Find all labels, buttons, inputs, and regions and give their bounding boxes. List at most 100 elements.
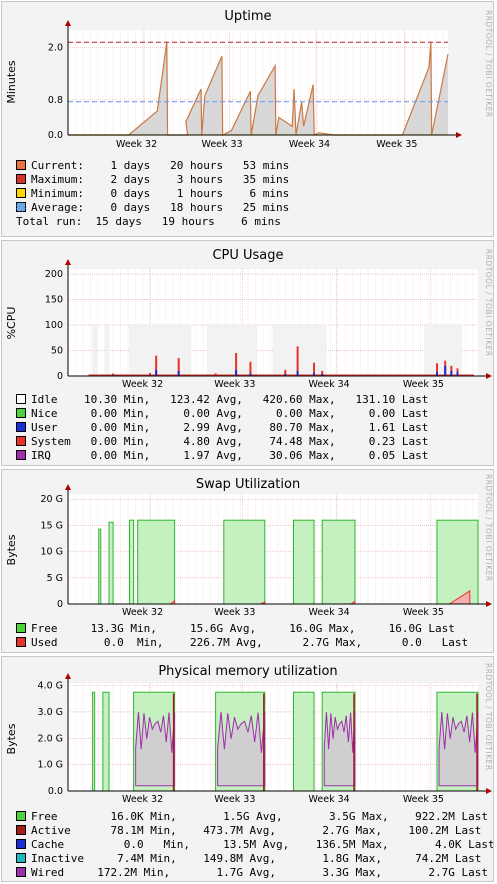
system-spike <box>296 346 299 376</box>
legend-swatch <box>16 637 26 647</box>
legend-stats: 13.3G Min, 15.6G Avg, 16.0G Max, 16.0G L… <box>64 622 455 635</box>
y-tick-label: 2.0 G <box>38 733 64 744</box>
legend-row: Maximum: 2 days 3 hours 35 mins <box>16 173 289 187</box>
system-spike <box>155 355 158 376</box>
legend-swatch <box>16 623 26 633</box>
x-tick-label: Week 35 <box>403 794 444 805</box>
legend-stats: 0.0 Min, 13.5M Avg, 136.5M Max, 4.0K Las… <box>70 838 494 851</box>
legend-label: User <box>31 421 65 434</box>
legend-row: Cache 0.0 Min, 13.5M Avg, 136.5M Max, 4.… <box>16 838 494 852</box>
y-axis-label: Bytes <box>5 534 18 565</box>
watermark-text: RRDTOOL / TOBI OETIKER <box>484 10 493 118</box>
legend-swatch <box>16 853 26 863</box>
free-area <box>137 519 176 605</box>
chart-title: Physical memory utilization <box>158 664 337 679</box>
x-axis-arrow <box>486 788 492 794</box>
plot-area <box>68 494 478 604</box>
free-area <box>102 691 110 792</box>
legend-swatch <box>16 436 26 446</box>
legend-swatch <box>16 394 26 404</box>
legend-label: Minimum: <box>31 187 111 200</box>
wired-area <box>323 711 356 787</box>
free-area <box>98 528 102 605</box>
legend-label: Total run: <box>16 215 96 228</box>
legend-swatch <box>16 188 26 198</box>
legend-label: Free <box>31 622 65 635</box>
system-spike <box>313 362 315 376</box>
legend-row: Idle 10.30 Min, 123.42 Avg, 420.60 Max, … <box>16 393 428 407</box>
legend-label: Active <box>31 824 78 837</box>
physical-memory-chart: Physical memory utilization Bytes RRDTOOL … <box>5 663 493 805</box>
legend-stats: 78.1M Min, 473.7M Avg, 2.7G Max, 100.2M … <box>77 824 482 837</box>
watermark-text: RRDTOOL / TOBI OETIKER <box>484 663 493 771</box>
user-spike <box>112 374 115 376</box>
legend-swatch <box>16 839 26 849</box>
y-tick-label: 0.8 <box>48 95 63 106</box>
user-spike <box>296 370 299 376</box>
physical-memory-panel: Physical memory utilization Bytes RRDTOOL … <box>1 656 494 882</box>
free-area <box>436 519 479 605</box>
legend-stats: 16.0K Min, 1.5G Avg, 3.5G Max, 922.2M La… <box>64 810 488 823</box>
idle-band <box>129 324 192 377</box>
y-tick-label: 0.0 <box>48 130 63 141</box>
legend-stats: 2 days 3 hours 35 mins <box>110 173 290 186</box>
legend-label: Idle <box>31 393 65 406</box>
legend-stats: 10.30 Min, 123.42 Avg, 420.60 Max, 131.1… <box>64 393 429 406</box>
x-tick-label: Week 32 <box>116 139 157 150</box>
legend-row: IRQ 0.00 Min, 1.97 Avg, 30.06 Max, 0.05 … <box>16 449 428 463</box>
legend-swatch <box>16 202 26 212</box>
y-tick-label: 0.0 <box>48 786 63 797</box>
legend-stats: 15 days 19 hours 6 mins <box>95 215 281 228</box>
idle-band <box>92 324 97 377</box>
chart-title: Swap Utilization <box>196 477 300 492</box>
legend-label: Current: <box>31 159 111 172</box>
legend-row: User 0.00 Min, 2.99 Avg, 80.70 Max, 1.61… <box>16 421 428 435</box>
x-tick-label: Week 34 <box>289 139 330 150</box>
legend-row: Total run: 15 days 19 hours 6 mins <box>16 215 289 229</box>
free-area <box>129 519 135 605</box>
user-spike <box>444 365 447 376</box>
legend-row: Active 78.1M Min, 473.7M Avg, 2.7G Max, … <box>16 824 493 838</box>
legend-label: Cache <box>31 838 71 851</box>
y-tick-label: 0 <box>57 371 63 382</box>
user-spike <box>436 371 438 376</box>
user-spike <box>456 371 459 376</box>
x-tick-label: Week 33 <box>214 607 255 618</box>
legend-row: Nice 0.00 Min, 0.00 Avg, 0.00 Max, 0.00 … <box>16 407 428 421</box>
watermark-text: RRDTOOL / TOBI OETIKER <box>484 249 493 357</box>
system-spike <box>235 353 238 376</box>
y-axis-arrow <box>65 259 71 265</box>
wired-area <box>438 711 479 787</box>
wired-area <box>217 711 266 787</box>
free-area <box>108 521 114 605</box>
legend-row: Free 13.3G Min, 15.6G Avg, 16.0G Max, 16… <box>16 622 468 636</box>
chart-title: Uptime <box>224 9 271 24</box>
x-tick-label: Week 34 <box>309 379 350 390</box>
legend-label: Used <box>31 636 65 649</box>
physical-memory-legend: Free 16.0K Min, 1.5G Avg, 3.5G Max, 922.… <box>16 810 494 880</box>
x-tick-label: Week 34 <box>309 794 350 805</box>
cpu-baseline <box>88 374 474 376</box>
y-tick-label: 200 <box>45 269 63 280</box>
y-tick-label: 1.0 G <box>38 760 64 771</box>
legend-label: Free <box>31 810 65 823</box>
user-spike <box>235 369 238 376</box>
legend-row: Current: 1 days 20 hours 53 mins <box>16 159 289 173</box>
legend-label: Nice <box>31 407 65 420</box>
user-spike <box>149 374 151 376</box>
x-tick-label: Week 33 <box>214 794 255 805</box>
legend-swatch <box>16 408 26 418</box>
y-tick-label: 2.0 <box>48 43 63 54</box>
legend-row: System 0.00 Min, 4.80 Avg, 74.48 Max, 0.… <box>16 435 428 449</box>
swap-utilization-chart: Swap Utilization Bytes RRDTOOL / TOBI OETI… <box>5 474 493 618</box>
y-tick-label: 10 G <box>41 547 63 558</box>
x-tick-label: Week 33 <box>202 139 243 150</box>
x-tick-label: Week 35 <box>403 607 444 618</box>
user-spike <box>284 373 287 376</box>
legend-swatch <box>16 811 26 821</box>
legend-row: Free 16.0K Min, 1.5G Avg, 3.5G Max, 922.… <box>16 810 493 824</box>
legend-swatch <box>16 160 26 170</box>
user-spike <box>321 373 324 376</box>
y-tick-label: 0 <box>57 599 63 610</box>
legend-swatch <box>16 450 26 460</box>
